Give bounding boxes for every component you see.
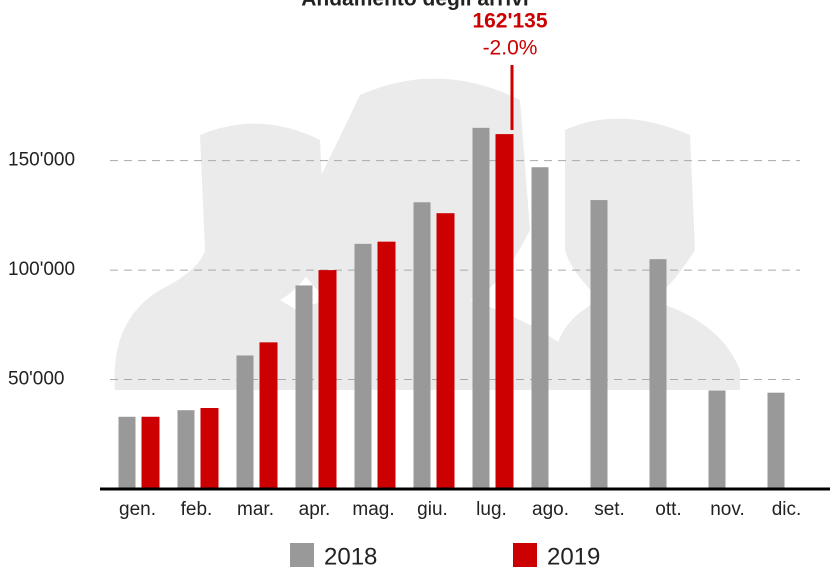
bar	[531, 167, 549, 489]
x-tick-label: gen.	[119, 499, 156, 520]
x-tick-label: feb.	[181, 499, 213, 520]
bar	[472, 127, 490, 489]
bar	[118, 416, 136, 489]
x-tick-label: ago.	[532, 499, 569, 520]
x-tick-label: ott.	[655, 499, 681, 520]
annotation-change: -2.0%	[483, 37, 538, 60]
bar	[236, 355, 254, 489]
legend-label: 2019	[547, 543, 600, 570]
x-tick-label: set.	[594, 499, 625, 520]
bar	[141, 416, 160, 489]
x-tick-label: apr.	[299, 499, 331, 520]
x-tick-label: giu.	[417, 499, 448, 520]
bar	[590, 200, 608, 490]
x-tick-label: mar.	[237, 499, 274, 520]
bar	[436, 213, 455, 489]
bar	[495, 134, 514, 490]
bar	[200, 408, 219, 489]
legend-label: 2018	[324, 543, 377, 570]
bar	[767, 392, 785, 489]
chart-title: Andamento degli arrivi	[301, 0, 529, 11]
bar	[377, 241, 396, 489]
x-tick-label: dic.	[772, 499, 802, 520]
annotation-value: 162'135	[472, 10, 547, 33]
bar	[413, 202, 431, 489]
x-tick-label: nov.	[710, 499, 745, 520]
x-tick-label: mag.	[352, 499, 394, 520]
bar	[649, 259, 667, 489]
bar	[354, 243, 372, 489]
y-tick-label: 100'000	[8, 259, 75, 280]
bar	[708, 390, 726, 489]
y-tick-label: 50'000	[8, 369, 64, 390]
bar	[318, 270, 337, 489]
x-tick-label: lug.	[476, 499, 507, 520]
legend-swatch	[513, 543, 537, 567]
bar	[295, 285, 313, 489]
bar	[177, 410, 195, 489]
legend-swatch	[290, 543, 314, 567]
y-tick-label: 150'000	[8, 150, 75, 171]
bar	[259, 342, 278, 489]
